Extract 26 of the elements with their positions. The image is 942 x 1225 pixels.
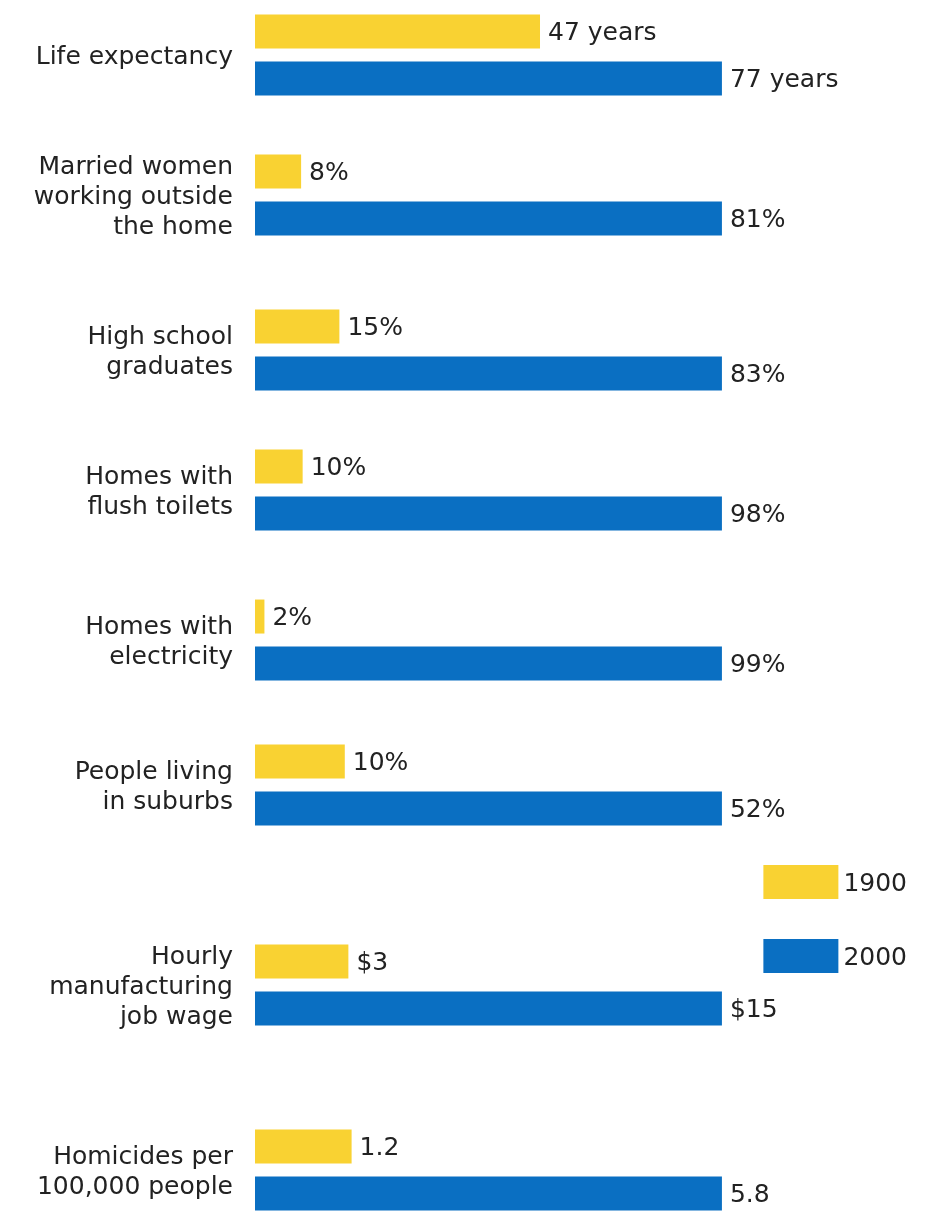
data-label: 1.2 (359, 1132, 400, 1162)
data-label: 5.8 (729, 1178, 770, 1208)
data-label: 83% (729, 358, 786, 388)
y-tick-label: Homicides per 100,000 people (36, 1140, 234, 1200)
data-label: $3 (356, 947, 389, 977)
y-tick-label: High school graduates (87, 320, 233, 380)
y-tick-label: Married women working outside the home (33, 150, 233, 240)
data-label: 47 years (548, 17, 657, 47)
y-tick-label: Homes with electricity (85, 610, 234, 670)
legend-label: 1900 (843, 867, 907, 897)
data-label: 98% (729, 498, 786, 528)
data-label: 99% (729, 648, 786, 678)
legend-label: 2000 (843, 941, 907, 971)
data-label: 10% (310, 452, 367, 482)
y-tick-label: Life expectancy (35, 40, 234, 70)
data-label: 2% (272, 602, 313, 632)
data-label: 8% (309, 157, 349, 187)
data-label: $15 (729, 993, 778, 1023)
y-tick-label: People living in suburbs (74, 755, 233, 815)
data-label: 15% (347, 312, 403, 342)
data-label: 10% (352, 747, 409, 777)
data-label: 77 years (729, 63, 839, 93)
data-label: 52% (729, 793, 786, 823)
y-tick-label: Homes with flush toilets (85, 460, 233, 520)
data-label: 81% (729, 203, 786, 233)
y-tick-label: Hourly manufacturing job wage (49, 940, 234, 1030)
